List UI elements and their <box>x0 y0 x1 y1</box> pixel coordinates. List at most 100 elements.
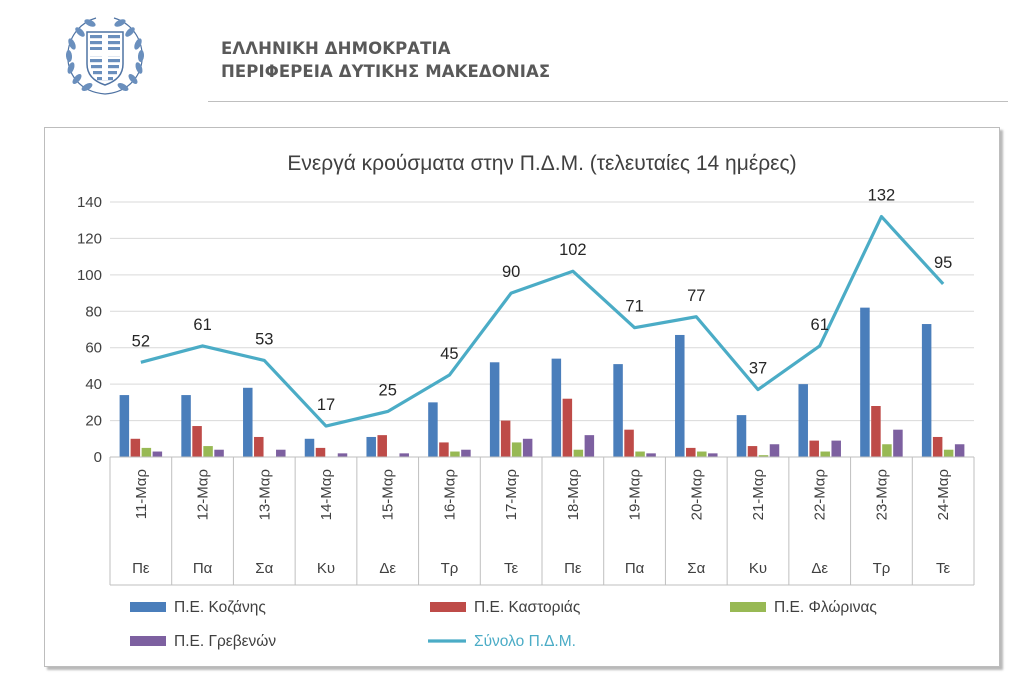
data-label: 61 <box>811 316 829 334</box>
bar <box>584 435 595 457</box>
bar <box>798 384 808 457</box>
data-label: 132 <box>868 187 896 205</box>
legend-swatch <box>430 602 466 612</box>
bar <box>461 449 471 457</box>
bar <box>708 453 718 457</box>
bar <box>130 438 141 457</box>
bar <box>254 436 264 457</box>
bar <box>276 449 286 457</box>
legend-label: Σύνολο Π.Δ.Μ. <box>474 633 576 650</box>
bar <box>635 451 645 457</box>
data-label: 71 <box>625 298 643 316</box>
day-label: Πα <box>193 560 213 577</box>
organization-name: ΕΛΛΗΝΙΚΗ ΔΗΜΟΚΡΑΤΙΑ ΠΕΡΙΦΕΡΕΙΑ ΔΥΤΙΚΗΣ Μ… <box>221 37 550 83</box>
bar <box>860 307 870 457</box>
legend-label: Π.Ε. Φλώρινας <box>774 599 877 616</box>
day-label: Δε <box>379 560 396 577</box>
x-tick-label: 12-Μαρ <box>195 469 212 520</box>
day-label: Πε <box>132 560 150 577</box>
day-label: Κυ <box>317 560 335 577</box>
bar <box>428 402 438 457</box>
bar <box>181 395 191 457</box>
org-line-1: ΕΛΛΗΝΙΚΗ ΔΗΜΟΚΡΑΤΙΑ <box>221 39 451 58</box>
bar <box>747 446 758 457</box>
bar <box>562 398 573 457</box>
x-tick-label: 14-Μαρ <box>318 469 335 520</box>
bar <box>932 436 943 457</box>
x-tick-label: 24-Μαρ <box>935 469 952 520</box>
x-tick-label: 13-Μαρ <box>256 469 273 520</box>
org-line-2: ΠΕΡΙΦΕΡΕΙΑ ΔΥΤΙΚΗΣ ΜΑΚΕΔΟΝΙΑΣ <box>221 62 551 81</box>
x-tick-label: 21-Μαρ <box>750 469 767 520</box>
bar <box>141 447 152 457</box>
bar <box>203 446 213 457</box>
bar <box>954 444 965 457</box>
bar <box>675 334 685 457</box>
day-label: Τε <box>936 560 951 577</box>
y-tick-label: 140 <box>77 194 102 211</box>
bar <box>522 438 533 457</box>
day-label: Δε <box>811 560 828 577</box>
x-tick-label: 18-Μαρ <box>565 469 582 520</box>
bar <box>646 453 656 457</box>
chart-container: Ενεργά κρούσματα στην Π.Δ.Μ. (τελευταίες… <box>44 127 1000 667</box>
legend-label: Π.Ε. Καστοριάς <box>474 599 580 616</box>
day-label: Σα <box>687 560 705 577</box>
chart-title: Ενεργά κρούσματα στην Π.Δ.Μ. (τελευταίες… <box>287 152 796 175</box>
bar <box>736 415 747 457</box>
legend-swatch <box>730 602 766 612</box>
data-label: 102 <box>559 241 587 259</box>
bar <box>871 406 881 457</box>
bar <box>943 449 954 457</box>
data-label: 95 <box>934 254 952 272</box>
x-tick-label: 22-Μαρ <box>812 469 829 520</box>
bar <box>366 436 376 457</box>
bar <box>758 455 769 457</box>
y-tick-label: 40 <box>85 376 102 393</box>
bar <box>511 442 522 457</box>
legend-label: Π.Ε. Κοζάνης <box>174 599 266 616</box>
day-label: Τρ <box>441 560 459 577</box>
legend-swatch <box>130 602 166 612</box>
y-tick-label: 100 <box>77 267 102 284</box>
bar <box>337 453 348 457</box>
x-tick-label: 19-Μαρ <box>627 469 644 520</box>
data-label: 61 <box>193 316 211 334</box>
x-tick-label: 11-Μαρ <box>133 469 150 519</box>
bar <box>820 451 830 457</box>
day-label: Τε <box>504 560 519 577</box>
data-label: 37 <box>749 360 767 378</box>
bar <box>214 449 224 457</box>
bar <box>439 442 449 457</box>
data-label: 52 <box>132 332 150 350</box>
bar <box>450 451 460 457</box>
bar <box>624 429 634 457</box>
data-label: 25 <box>379 381 397 399</box>
x-tick-label: 16-Μαρ <box>441 469 458 520</box>
bar <box>893 429 903 457</box>
bar <box>686 447 696 457</box>
bar <box>573 449 584 457</box>
bar <box>315 447 326 457</box>
legend-swatch <box>130 636 166 646</box>
bar <box>489 362 500 457</box>
bar <box>500 420 511 457</box>
bar <box>551 358 562 457</box>
bar <box>399 453 409 457</box>
x-tick-label: 23-Μαρ <box>873 469 890 520</box>
legend-label: Π.Ε. Γρεβενών <box>174 633 276 650</box>
bar <box>152 451 163 457</box>
y-tick-label: 60 <box>85 340 102 357</box>
x-tick-label: 20-Μαρ <box>688 469 705 520</box>
day-label: Τρ <box>873 560 891 577</box>
day-label: Κυ <box>749 560 767 577</box>
data-label: 53 <box>255 330 273 348</box>
bar <box>769 444 780 457</box>
bar <box>831 440 841 457</box>
header-divider <box>208 101 1008 102</box>
bar <box>613 364 623 457</box>
day-label: Πα <box>625 560 645 577</box>
bar <box>809 440 819 457</box>
y-tick-label: 0 <box>94 449 102 466</box>
y-tick-label: 120 <box>77 230 102 247</box>
